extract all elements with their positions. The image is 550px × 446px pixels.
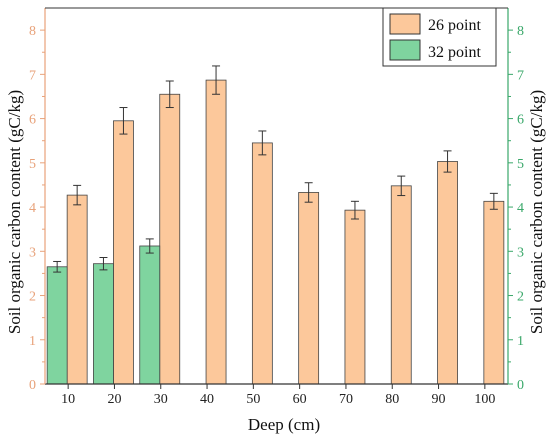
bar-26-point-50 — [251, 142, 273, 385]
error-bar-26-point-70 — [350, 200, 359, 220]
error-bar-32-point-30 — [145, 238, 154, 254]
error-bar-26-point-40 — [212, 65, 221, 95]
y-right-tick-label-7: 7 — [517, 68, 524, 83]
y-right-tick-label-0: 0 — [517, 378, 524, 393]
bar-26-point-70 — [344, 209, 366, 385]
bar-26-point-30 — [159, 93, 181, 385]
x-tick-label-50: 50 — [246, 392, 260, 407]
error-bar-26-point-60 — [304, 182, 313, 203]
bar-26-point-60 — [298, 192, 320, 385]
legend-label-32-point: 32 point — [428, 44, 481, 61]
bars-layer — [46, 65, 505, 385]
bar-26-point-40 — [205, 79, 227, 385]
y-right-tick-label-3: 3 — [517, 245, 524, 260]
bar-26-point-10 — [66, 194, 88, 385]
y-left-tick-label-5: 5 — [29, 157, 36, 172]
x-tick-label-30: 30 — [154, 392, 168, 407]
bar-26-point-80 — [390, 185, 412, 385]
legend-swatch-26-point — [389, 13, 421, 35]
y-left-tick-label-3: 3 — [29, 245, 36, 260]
bar-32-point-10 — [46, 266, 68, 385]
y-left-tick-label-2: 2 — [29, 290, 36, 305]
bar-26-point-90 — [437, 161, 458, 385]
error-bar-26-point-20 — [119, 107, 128, 135]
x-tick-label-100: 100 — [474, 392, 495, 407]
bar-26-point-100 — [483, 200, 505, 385]
x-tick-label-10: 10 — [61, 392, 75, 407]
y-left-tick-label-1: 1 — [29, 334, 36, 349]
y-axis-left-title: Soil organic carbon content (gC/kg) — [5, 90, 24, 334]
bar-26-point-20 — [113, 120, 134, 385]
y-left-tick-label-8: 8 — [29, 24, 36, 39]
y-right-tick-label-2: 2 — [517, 290, 524, 305]
y-right-tick-label-5: 5 — [517, 157, 524, 172]
y-left-tick-label-7: 7 — [29, 68, 36, 83]
bar-32-point-20 — [93, 263, 114, 385]
x-tick-label-70: 70 — [339, 392, 353, 407]
legend: 26 point 32 point — [382, 7, 497, 67]
y-right-tick-label-6: 6 — [517, 113, 524, 128]
error-bar-26-point-50 — [258, 130, 267, 156]
y-axis-right-title: Soil organic carbon content (gC/kg) — [527, 90, 546, 334]
error-bar-26-point-10 — [73, 184, 82, 206]
x-tick-label-20: 20 — [107, 392, 121, 407]
x-tick-label-60: 60 — [293, 392, 307, 407]
error-bar-32-point-10 — [53, 260, 62, 273]
error-bar-32-point-20 — [99, 256, 108, 271]
bar-32-point-30 — [139, 245, 161, 385]
x-tick-label-40: 40 — [200, 392, 214, 407]
y-right-tick-label-4: 4 — [517, 201, 524, 216]
error-bar-26-point-30 — [165, 80, 174, 109]
x-axis-title: Deep (cm) — [248, 415, 320, 434]
y-right-tick-label-8: 8 — [517, 24, 524, 39]
error-bar-26-point-90 — [443, 150, 452, 173]
x-tick-label-80: 80 — [385, 392, 399, 407]
axes-layer: 10 20 30 40 50 60 70 80 90 100 0 0 1 1 2 2 3 3 4 4 5 5 6 6 7 7 8 8 — [29, 7, 524, 407]
x-tick-label-90: 90 — [432, 392, 446, 407]
y-left-tick-label-6: 6 — [29, 113, 36, 128]
y-left-tick-label-4: 4 — [29, 201, 36, 216]
y-right-tick-label-1: 1 — [517, 334, 524, 349]
error-bar-26-point-80 — [397, 175, 406, 197]
legend-swatch-32-point — [389, 39, 421, 61]
y-left-tick-label-0: 0 — [29, 378, 36, 393]
error-bar-26-point-100 — [489, 192, 498, 210]
legend-label-26-point: 26 point — [428, 17, 481, 34]
